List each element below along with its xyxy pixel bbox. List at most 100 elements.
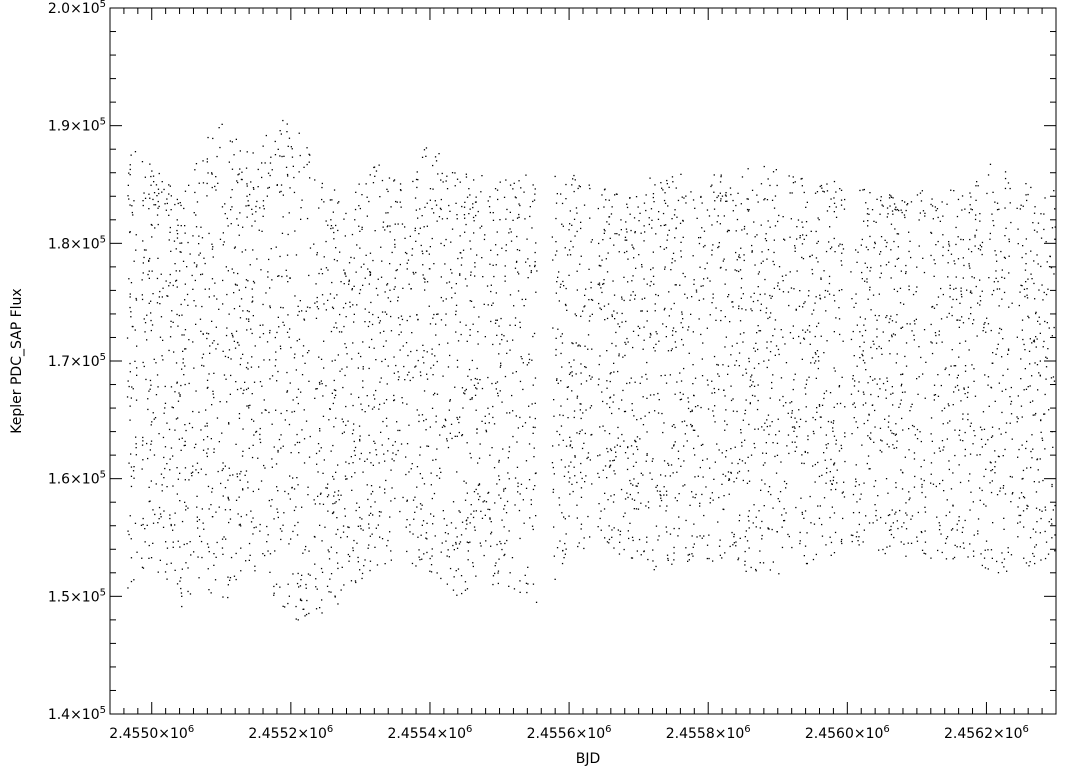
data-point bbox=[412, 376, 414, 379]
data-point bbox=[772, 260, 774, 263]
data-point bbox=[185, 429, 187, 432]
data-point bbox=[373, 166, 375, 169]
data-point bbox=[161, 484, 163, 486]
data-point bbox=[397, 317, 400, 319]
data-point bbox=[499, 343, 501, 345]
data-point bbox=[1022, 477, 1024, 480]
data-point bbox=[791, 412, 793, 414]
data-point bbox=[799, 290, 801, 292]
data-point bbox=[236, 476, 239, 478]
data-point bbox=[1005, 227, 1007, 229]
data-point bbox=[269, 287, 271, 289]
data-point bbox=[765, 240, 768, 242]
data-point bbox=[362, 368, 364, 370]
data-point bbox=[350, 456, 352, 458]
data-point bbox=[1027, 315, 1029, 317]
data-point bbox=[761, 251, 763, 253]
data-point bbox=[215, 189, 217, 191]
data-point bbox=[410, 350, 412, 353]
data-point bbox=[687, 401, 690, 403]
data-point bbox=[583, 204, 586, 206]
data-point bbox=[919, 431, 921, 433]
data-point bbox=[229, 140, 231, 142]
data-point bbox=[601, 194, 603, 196]
data-point bbox=[815, 257, 818, 259]
data-point bbox=[280, 412, 282, 415]
data-point bbox=[706, 458, 708, 460]
data-point bbox=[769, 351, 772, 353]
data-point bbox=[896, 314, 898, 316]
data-point bbox=[964, 431, 966, 434]
data-point bbox=[624, 410, 627, 413]
data-point bbox=[380, 276, 383, 278]
data-point bbox=[503, 196, 506, 198]
data-point bbox=[472, 203, 474, 205]
data-point bbox=[358, 506, 360, 508]
data-point bbox=[789, 271, 791, 273]
data-point bbox=[788, 452, 790, 455]
data-point bbox=[1021, 256, 1023, 259]
data-point bbox=[788, 535, 790, 538]
data-point bbox=[497, 395, 499, 397]
data-point bbox=[827, 420, 830, 423]
data-point bbox=[1005, 422, 1008, 424]
data-point bbox=[1007, 547, 1009, 549]
data-point bbox=[216, 541, 218, 544]
data-point bbox=[641, 266, 643, 268]
data-point bbox=[369, 274, 371, 276]
data-point bbox=[212, 256, 214, 258]
data-point bbox=[170, 523, 172, 526]
data-point bbox=[348, 462, 350, 465]
data-point bbox=[655, 525, 658, 527]
data-point bbox=[499, 390, 501, 392]
data-point bbox=[787, 291, 790, 293]
data-point bbox=[706, 557, 708, 560]
data-point bbox=[314, 563, 316, 565]
data-point bbox=[147, 273, 149, 276]
data-point bbox=[711, 302, 713, 304]
data-point bbox=[615, 345, 617, 347]
data-point bbox=[872, 379, 874, 381]
data-point bbox=[770, 493, 772, 496]
data-point bbox=[167, 295, 169, 297]
data-point bbox=[336, 260, 338, 262]
data-point bbox=[943, 407, 946, 409]
data-point bbox=[355, 509, 357, 512]
data-point bbox=[445, 180, 447, 182]
data-point bbox=[1036, 338, 1038, 340]
data-point bbox=[254, 565, 256, 567]
data-point bbox=[753, 504, 755, 506]
data-point bbox=[222, 596, 224, 598]
data-point bbox=[470, 300, 473, 302]
data-point bbox=[174, 512, 176, 514]
data-point bbox=[728, 479, 730, 481]
data-point bbox=[224, 213, 226, 215]
data-point bbox=[355, 271, 357, 273]
data-point bbox=[979, 295, 981, 297]
data-point bbox=[275, 359, 277, 361]
data-point bbox=[162, 526, 165, 528]
data-point bbox=[584, 294, 586, 296]
data-point bbox=[142, 517, 144, 520]
data-point bbox=[446, 282, 448, 284]
data-point bbox=[144, 331, 146, 333]
data-point bbox=[130, 538, 132, 540]
data-point bbox=[143, 256, 145, 259]
data-point bbox=[203, 439, 205, 441]
data-point bbox=[397, 223, 399, 225]
data-point bbox=[1026, 199, 1028, 202]
data-point bbox=[924, 511, 927, 513]
data-point bbox=[901, 326, 904, 328]
data-point bbox=[804, 450, 806, 453]
data-point bbox=[850, 271, 852, 273]
data-point bbox=[677, 450, 680, 452]
plot-frame bbox=[109, 7, 1057, 715]
data-point bbox=[641, 376, 643, 378]
data-point bbox=[306, 163, 308, 166]
data-point bbox=[749, 379, 752, 381]
data-point bbox=[305, 587, 307, 589]
data-point bbox=[512, 372, 514, 374]
data-point bbox=[916, 536, 918, 538]
data-point bbox=[903, 522, 905, 524]
data-point bbox=[1039, 375, 1041, 377]
